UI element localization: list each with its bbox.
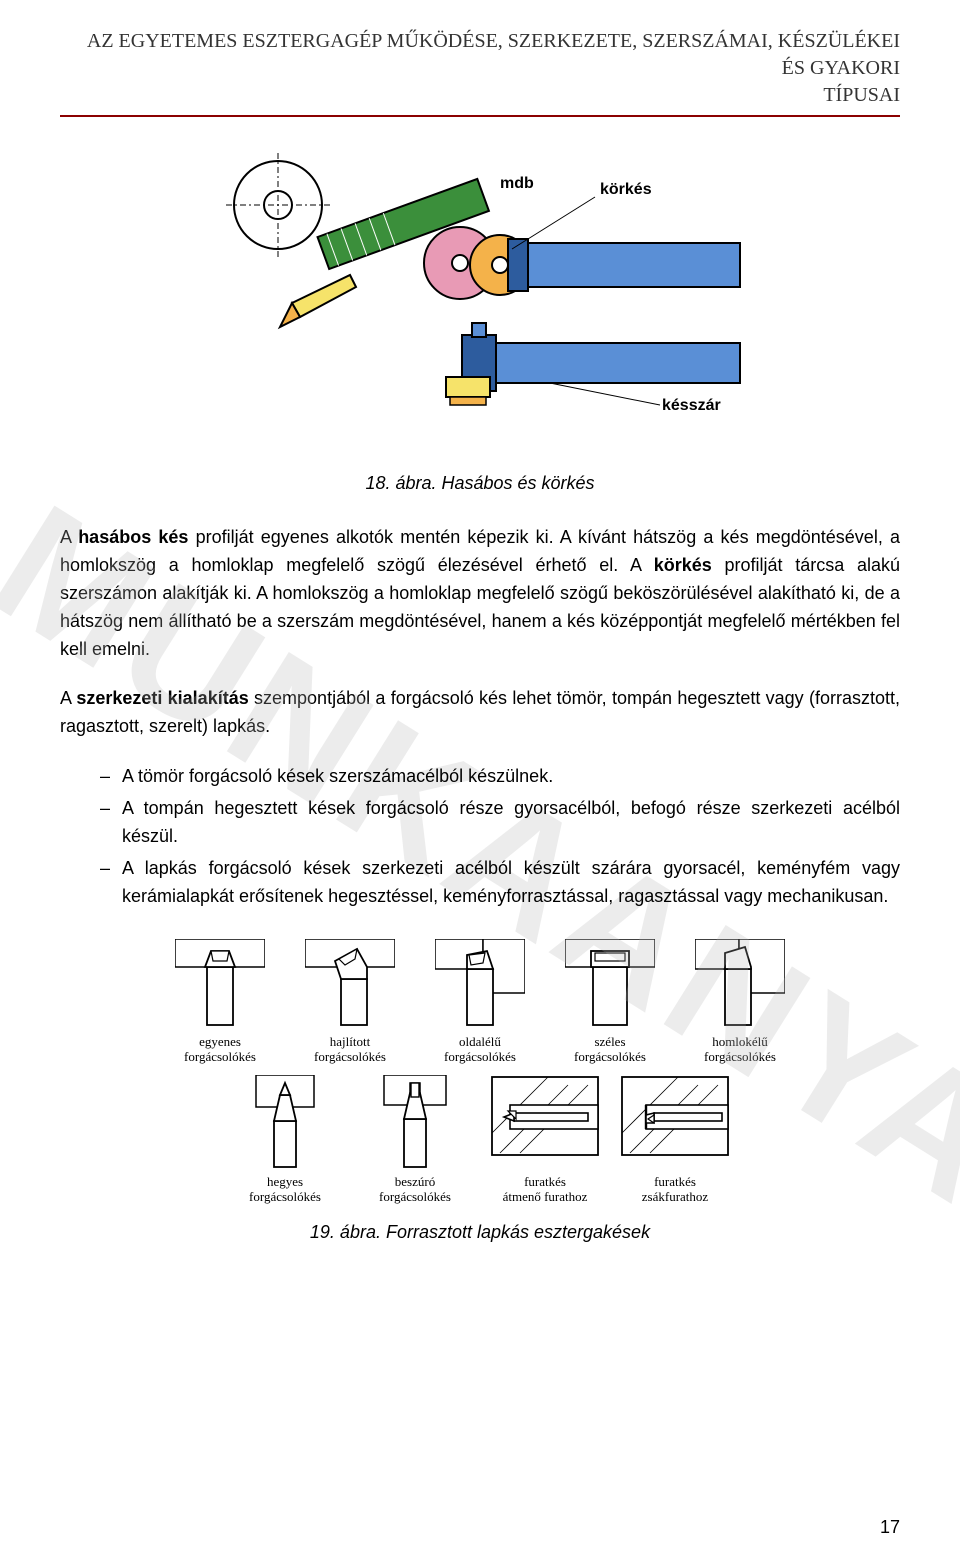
list-tool-construction: A tömör forgácsoló kések szerszámacélból… xyxy=(60,763,900,910)
header-line-2: TÍPUSAI xyxy=(823,84,900,106)
paragraph-2: A szerkezeti kialakítás szempontjából a … xyxy=(60,685,900,741)
tool-label-furatkes-zsak: furatkés zsákfurathoz xyxy=(620,1175,730,1205)
tool-cell-szeles: széles forgácsolókés xyxy=(555,939,665,1065)
tool-cell-oldalelu: oldalélű forgácsolókés xyxy=(425,939,535,1065)
header-line-1: AZ EGYETEMES ESZTERGAGÉP MŰKÖDÉSE, SZERK… xyxy=(87,30,900,79)
tool-cell-egyenes: egyenes forgácsolókés xyxy=(165,939,275,1065)
figure-18-label-mdb: mdb xyxy=(500,175,534,193)
list-item-3: A lapkás forgácsoló kések szerkezeti acé… xyxy=(100,855,900,911)
p1-bold-hasabos-kes: hasábos kés xyxy=(78,527,188,547)
figure-19: egyenes forgácsolókés hajlított forgácso… xyxy=(60,939,900,1244)
tool-label-homlokelu: homlokélű forgácsolókés xyxy=(685,1035,795,1065)
figure-19-caption: 19. ábra. Forrasztott lapkás esztergakés… xyxy=(60,1222,900,1243)
tool-cell-beszuro: beszúró forgácsolókés xyxy=(360,1075,470,1205)
tool-label-szeles: széles forgácsolókés xyxy=(555,1035,665,1065)
figure-18: mdb körkés késszár 18. ábra. Hasábos és … xyxy=(60,145,900,494)
tool-cell-hajlitott: hajlított forgácsolókés xyxy=(295,939,405,1065)
tool-label-hajlitott: hajlított forgácsolókés xyxy=(295,1035,405,1065)
tool-label-beszuro: beszúró forgácsolókés xyxy=(360,1175,470,1205)
figure-19-row-1: egyenes forgácsolókés hajlított forgácso… xyxy=(160,939,800,1065)
tool-label-oldalelu: oldalélű forgácsolókés xyxy=(425,1035,535,1065)
p1-prefix: A xyxy=(60,527,78,547)
tool-label-furatkes-atmeno: furatkés átmenő furathoz xyxy=(490,1175,600,1205)
tool-cell-furatkes-zsak: furatkés zsákfurathoz xyxy=(620,1075,730,1205)
p2-bold-szerkezeti: szerkezeti kialakítás xyxy=(76,688,248,708)
list-item-2: A tompán hegesztett kések forgácsoló rés… xyxy=(100,795,900,851)
page-content: AZ EGYETEMES ESZTERGAGÉP MŰKÖDÉSE, SZERK… xyxy=(0,0,960,1313)
paragraph-1: A hasábos kés profilját egyenes alkotók … xyxy=(60,524,900,663)
figure-18-label-korkes: körkés xyxy=(600,181,652,199)
p2-prefix: A xyxy=(60,688,76,708)
tool-cell-furatkes-atmeno: furatkés átmenő furathoz xyxy=(490,1075,600,1205)
page-number: 17 xyxy=(880,1517,900,1538)
tool-label-egyenes: egyenes forgácsolókés xyxy=(165,1035,275,1065)
tool-cell-hegyes: hegyes forgácsolókés xyxy=(230,1075,340,1205)
tool-label-hegyes: hegyes forgácsolókés xyxy=(230,1175,340,1205)
page-header: AZ EGYETEMES ESZTERGAGÉP MŰKÖDÉSE, SZERK… xyxy=(60,28,900,117)
p1-bold-korkes: körkés xyxy=(654,555,712,575)
figure-19-row-2: hegyes forgácsolókés beszúró xyxy=(160,1075,800,1205)
figure-19-graphic: egyenes forgácsolókés hajlított forgácso… xyxy=(160,939,800,1205)
list-item-1: A tömör forgácsoló kések szerszámacélból… xyxy=(100,763,900,791)
figure-18-graphic: mdb körkés késszár xyxy=(200,145,760,455)
figure-18-caption: 18. ábra. Hasábos és körkés xyxy=(60,473,900,494)
tool-cell-homlokelu: homlokélű forgácsolókés xyxy=(685,939,795,1065)
figure-18-label-kesszar: késszár xyxy=(662,397,721,415)
